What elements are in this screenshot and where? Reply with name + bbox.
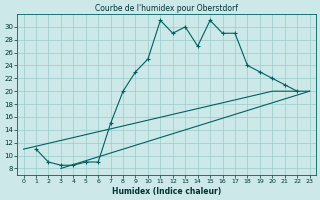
- X-axis label: Humidex (Indice chaleur): Humidex (Indice chaleur): [112, 187, 221, 196]
- Title: Courbe de l'humidex pour Oberstdorf: Courbe de l'humidex pour Oberstdorf: [95, 4, 238, 13]
